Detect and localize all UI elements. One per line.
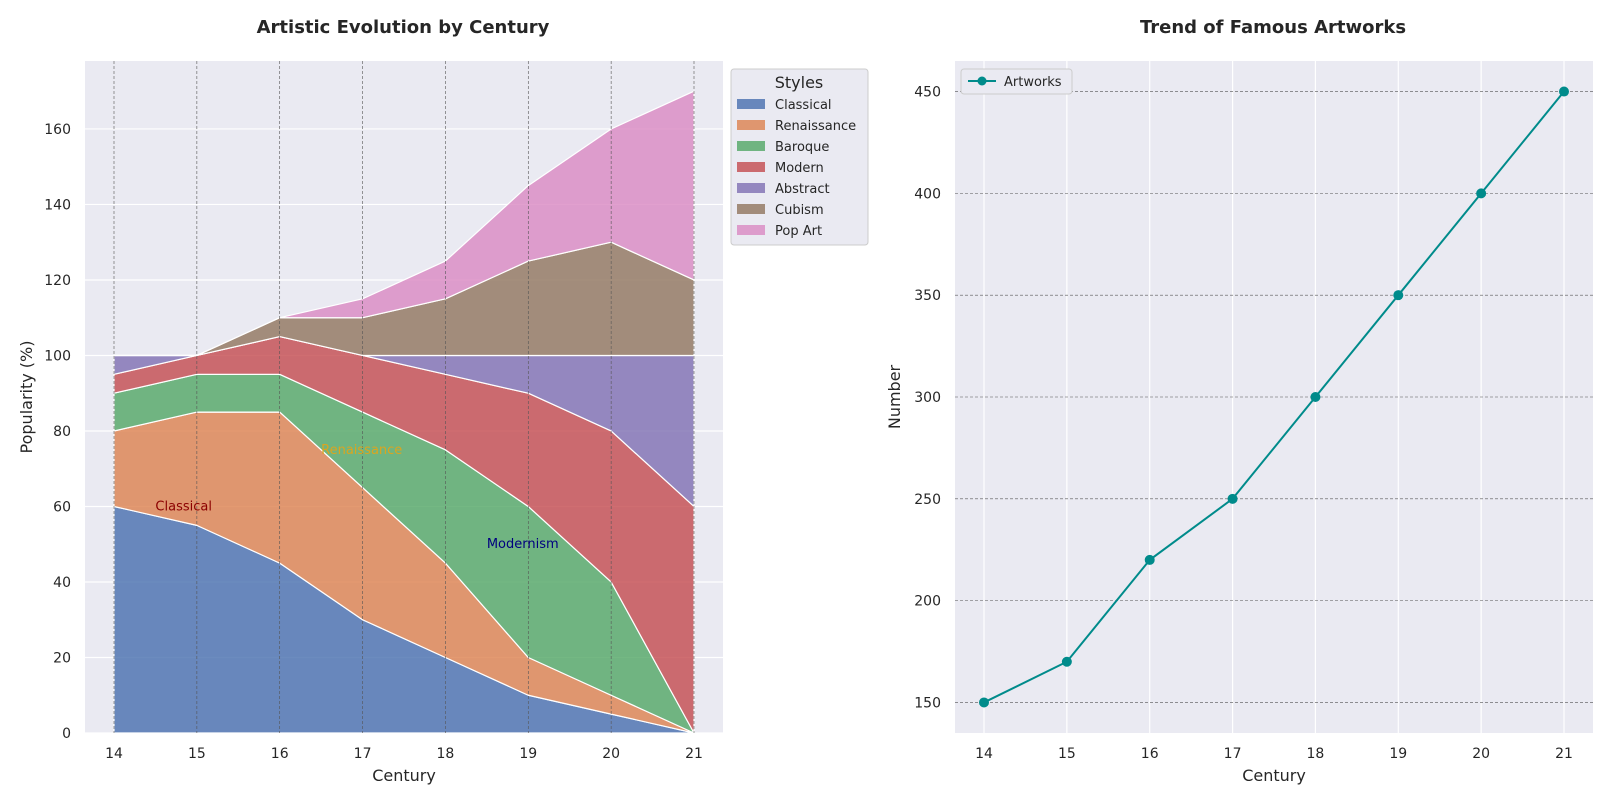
x-tick-label: 17 <box>1224 746 1242 762</box>
legend-label: Abstract <box>775 182 830 197</box>
y-tick-label: 250 <box>914 492 941 508</box>
data-point <box>1559 86 1569 97</box>
x-tick-label: 20 <box>1472 746 1490 762</box>
legend-swatch <box>737 162 765 172</box>
y-tick-label: 140 <box>44 197 71 213</box>
x-tick-label: 14 <box>975 746 993 762</box>
legend-marker-swatch <box>977 76 987 86</box>
annotation-label: Classical <box>155 499 212 514</box>
legend-label: Artworks <box>1004 75 1062 90</box>
legend: Styles Classical Renaissance Baroque Modern… <box>730 68 869 246</box>
x-tick-labels: 14 15 16 17 18 19 20 21 <box>975 746 1573 762</box>
legend-box <box>960 68 1073 95</box>
line-series <box>979 86 1569 708</box>
x-tick-label: 19 <box>519 746 537 762</box>
legend: Artworks <box>960 68 1073 95</box>
y-tick-label: 300 <box>914 390 941 406</box>
y-tick-label: 60 <box>53 499 71 515</box>
annotations: Classical Renaissance Modernism <box>155 443 558 552</box>
legend-items: Classical Renaissance Baroque Modern Abstrac… <box>737 98 856 239</box>
y-tick-label: 40 <box>53 575 71 591</box>
legend-title: Styles <box>775 73 824 92</box>
data-point <box>1227 493 1238 504</box>
x-tick-label: 16 <box>1141 746 1159 762</box>
stacked-area-chart: Artistic Evolution by Century 14 15 16 17 18… <box>17 17 869 785</box>
y-axis-label: Popularity (%) <box>17 341 36 454</box>
x-axis-label: Century <box>372 766 436 785</box>
line-chart: Trend of Famous Artworks 14 15 16 17 18 19 20 2… <box>885 17 1593 785</box>
y-tick-label: 80 <box>53 424 71 440</box>
x-tick-label: 21 <box>685 746 703 762</box>
legend-swatch <box>737 204 765 214</box>
x-tick-label: 15 <box>188 746 206 762</box>
y-tick-label: 20 <box>53 650 71 666</box>
chart-title: Trend of Famous Artworks <box>1140 17 1406 38</box>
legend-label: Modern <box>775 161 824 176</box>
x-tick-label: 21 <box>1555 746 1573 762</box>
legend-swatch <box>737 120 765 130</box>
data-point <box>1393 290 1404 301</box>
legend-swatch <box>737 99 765 109</box>
y-tick-label: 160 <box>44 122 71 138</box>
data-point <box>1061 656 1072 667</box>
data-point <box>979 697 989 708</box>
data-point <box>1310 392 1321 402</box>
x-tick-label: 19 <box>1389 746 1407 762</box>
legend-swatch <box>737 225 765 235</box>
legend-label: Renaissance <box>775 119 856 134</box>
y-tick-label: 200 <box>914 594 941 610</box>
x-tick-label: 18 <box>1307 746 1325 762</box>
y-tick-labels: 150 200 250 300 350 400 450 <box>914 85 941 712</box>
legend-box <box>730 68 869 246</box>
x-tick-label: 15 <box>1058 746 1076 762</box>
legend-label: Baroque <box>775 140 829 155</box>
data-point <box>1476 188 1487 199</box>
y-axis-label: Number <box>885 364 904 429</box>
legend-label: Cubism <box>775 203 824 218</box>
x-tick-label: 14 <box>105 746 123 762</box>
data-point <box>1144 554 1155 565</box>
annotation-label: Renaissance <box>321 443 402 458</box>
y-tick-label: 150 <box>914 695 941 711</box>
legend-label: Classical <box>775 98 832 113</box>
y-tick-label: 450 <box>914 85 941 101</box>
x-tick-label: 20 <box>602 746 620 762</box>
legend-label: Pop Art <box>775 224 822 239</box>
legend-swatch <box>737 183 765 193</box>
x-tick-labels: 14 15 16 17 18 19 20 21 <box>105 746 703 762</box>
series-line-artworks <box>983 90 1565 704</box>
y-tick-label: 0 <box>62 726 71 742</box>
legend-swatch <box>737 141 765 151</box>
vertical-dashed-grid <box>113 61 695 733</box>
y-tick-label: 120 <box>44 273 71 289</box>
chart-title: Artistic Evolution by Century <box>257 17 550 38</box>
x-tick-label: 18 <box>437 746 455 762</box>
y-tick-label: 350 <box>914 288 941 304</box>
x-axis-label: Century <box>1242 766 1306 785</box>
area-series <box>113 90 695 734</box>
annotation-label: Modernism <box>487 537 559 552</box>
area-pop-art <box>113 90 695 357</box>
y-tick-labels: 0 20 40 60 80 100 120 140 160 <box>44 122 71 742</box>
x-tick-label: 16 <box>271 746 289 762</box>
x-tick-label: 17 <box>354 746 372 762</box>
y-tick-label: 100 <box>44 348 71 364</box>
y-tick-label: 400 <box>914 186 941 202</box>
